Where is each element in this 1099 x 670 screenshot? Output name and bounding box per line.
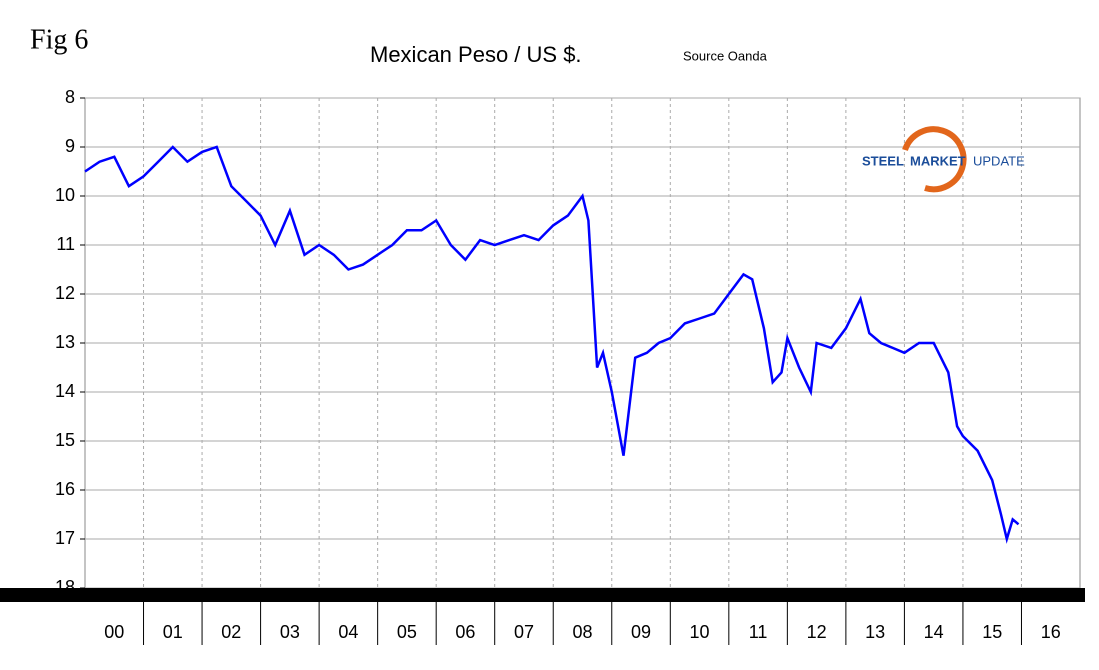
y-tick-label: 9 <box>65 136 75 156</box>
y-tick-label: 10 <box>55 185 75 205</box>
axis-bar <box>0 588 1085 602</box>
logo-text: STEEL <box>862 153 904 168</box>
x-tick-label: 02 <box>221 622 241 642</box>
logo-arc <box>902 126 967 193</box>
logo: STEEL MARKET UPDATE <box>862 126 1025 193</box>
x-tick-label: 12 <box>807 622 827 642</box>
y-tick-label: 17 <box>55 528 75 548</box>
x-tick-label: 04 <box>338 622 358 642</box>
y-tick-label: 12 <box>55 283 75 303</box>
price-line <box>84 145 1020 544</box>
x-tick-label: 05 <box>397 622 417 642</box>
x-tick-label: 01 <box>163 622 183 642</box>
x-tick-label: 06 <box>455 622 475 642</box>
y-tick-label: 13 <box>55 332 75 352</box>
x-tick-label: 14 <box>924 622 944 642</box>
x-tick-label: 09 <box>631 622 651 642</box>
chart-title: Mexican Peso / US $. <box>370 42 582 67</box>
logo-text: MARKET <box>910 153 966 168</box>
x-tick-label: 13 <box>865 622 885 642</box>
x-tick-label: 00 <box>104 622 124 642</box>
logo-text: UPDATE <box>973 153 1025 168</box>
y-tick-label: 8 <box>65 87 75 107</box>
x-tick-label: 16 <box>1041 622 1061 642</box>
x-tick-label: 15 <box>982 622 1002 642</box>
chart-subtitle: Source Oanda <box>683 48 768 63</box>
y-tick-label: 15 <box>55 430 75 450</box>
y-tick-label: 11 <box>56 234 75 254</box>
y-tick-label: 14 <box>55 381 75 401</box>
figure-label: Fig 6 <box>30 24 88 55</box>
x-tick-label: 03 <box>280 622 300 642</box>
x-tick-label: 10 <box>690 622 710 642</box>
y-tick-label: 16 <box>55 479 75 499</box>
x-tick-label: 11 <box>749 622 768 642</box>
x-tick-label: 08 <box>572 622 592 642</box>
x-tick-label: 07 <box>514 622 534 642</box>
